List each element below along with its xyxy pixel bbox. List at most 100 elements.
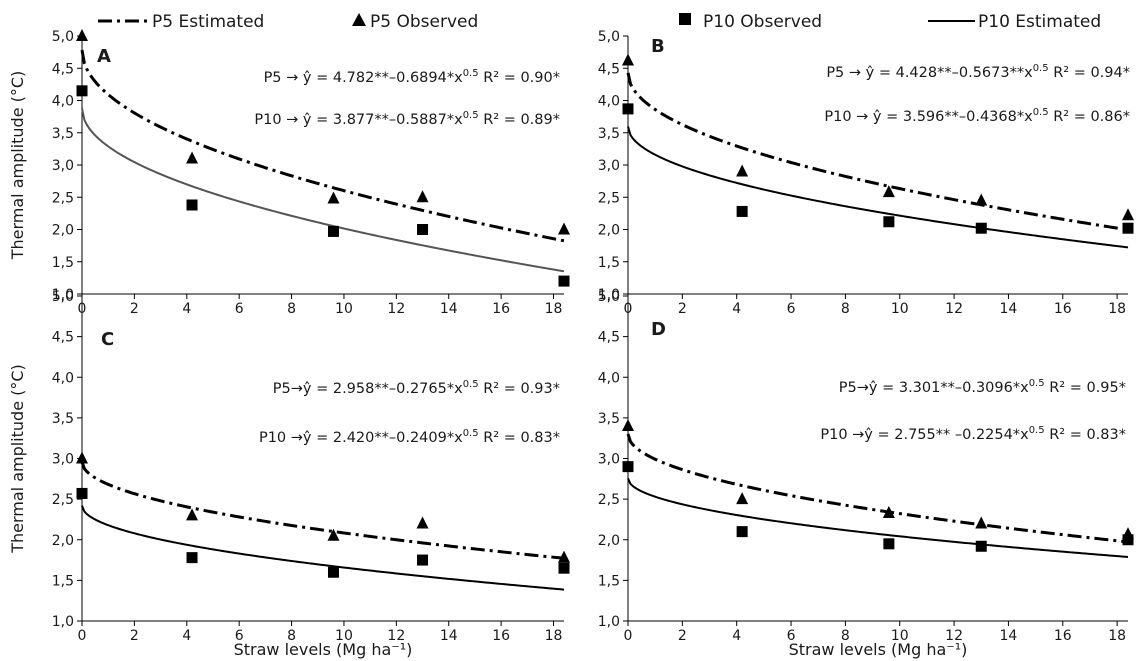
y-tick-label: 1,5 (598, 573, 620, 589)
p5-observed-point (416, 516, 429, 529)
p5-observed-point (1122, 208, 1134, 221)
equation-exponent: 0.5 (1033, 107, 1049, 118)
p10-observed-point (76, 487, 88, 499)
legend: P5 Estimated P5 Observed P10 Observed P1… (98, 12, 1101, 32)
p10-equation: P10 →ŷ = 2.755** –0.2254*x0.5 R² = 0.83* (820, 425, 1126, 443)
y-axis-title: Thermal amplitude (°C) (8, 71, 27, 261)
y-tick-label: 4,5 (52, 61, 74, 77)
p10-observed-point (76, 85, 88, 97)
y-tick-label: 1,0 (52, 287, 74, 303)
p5-equation: P5→ŷ = 3.301**–0.3096*x0.5 R² = 0.95* (839, 378, 1126, 396)
p5-observed-point (736, 164, 749, 177)
p10-estimated-curve (81, 108, 565, 273)
x-tick-label: 4 (182, 628, 191, 644)
legend-item-p10-observed: P10 Observed (679, 12, 822, 32)
y-tick-label: 5,0 (598, 289, 620, 305)
x-tick-label: 6 (787, 301, 796, 317)
equation-r2: R² = 0.93* (479, 381, 560, 397)
p10-observed-point (622, 103, 634, 115)
y-tick-label: 4,5 (52, 330, 74, 346)
y-tick-label: 2,0 (598, 223, 620, 239)
equation-exponent: 0.5 (1029, 378, 1045, 389)
equation-main: P5 → ŷ = 4.782**–0.6894*x (264, 70, 464, 86)
legend-item-p5-estimated: P5 Estimated (98, 12, 264, 32)
x-tick-label: 18 (1108, 628, 1126, 644)
p10-estimated-curve (627, 477, 1129, 558)
equation-r2: R² = 0.83* (1045, 427, 1126, 443)
x-tick-label: 12 (387, 628, 405, 644)
equation-exponent: 0.5 (1033, 63, 1049, 74)
p10-estimated-curve (627, 126, 1129, 249)
p5-observed-point (186, 508, 199, 521)
x-tick-label: 8 (841, 301, 850, 317)
p10-observed-point (327, 225, 339, 237)
p5-estimated-curve (626, 72, 1129, 232)
p10-observed-point (558, 275, 570, 287)
x-tick-label: 10 (335, 301, 353, 317)
p10-observed-point (417, 224, 429, 235)
y-tick-label: 2,0 (52, 223, 74, 239)
legend-p5-estimated-label: P5 Estimated (152, 12, 264, 32)
x-tick-label: 14 (1000, 628, 1018, 644)
p10-estimated-curve (81, 505, 565, 591)
equation-main: P5→ŷ = 3.301**–0.3096*x (839, 380, 1029, 396)
p10-observed-point (558, 562, 570, 574)
p10-observed-point (736, 526, 748, 538)
p10-observed-point (883, 216, 895, 228)
y-tick-label: 5,0 (598, 29, 620, 45)
y-tick-label: 1,0 (598, 614, 620, 630)
y-tick-label: 1,0 (598, 287, 620, 303)
legend-item-p5-observed: P5 Observed (352, 12, 478, 32)
y-tick-label: 4,5 (598, 61, 620, 77)
y-tick-label: 4,0 (52, 370, 74, 386)
equation-exponent: 0.5 (463, 68, 479, 79)
p5-observed-point (622, 419, 634, 431)
y-tick-label: 2,0 (598, 533, 620, 549)
y-tick-label: 3,5 (598, 126, 620, 142)
y-tick-label: 2,5 (52, 492, 74, 508)
legend-square-icon (679, 13, 691, 25)
x-tick-label: 10 (335, 628, 353, 644)
y-tick-label: 1,0 (52, 614, 74, 630)
p5-observed-point (76, 451, 88, 464)
y-tick-label: 2,5 (598, 492, 620, 508)
equation-exponent: 0.5 (463, 428, 479, 439)
p10-equation: P10 → ŷ = 3.877**–0.5887*x0.5 R² = 0.89* (254, 110, 560, 128)
y-tick-label: 1,5 (598, 255, 620, 271)
equation-r2: R² = 0.95* (1045, 380, 1126, 396)
x-tick-label: 18 (545, 628, 563, 644)
x-tick-label: 12 (945, 628, 963, 644)
x-tick-label: 14 (440, 301, 458, 317)
x-tick-label: 16 (492, 628, 510, 644)
y-tick-label: 1,5 (52, 255, 74, 271)
p10-observed-point (975, 222, 987, 234)
x-tick-label: 16 (1054, 628, 1072, 644)
y-tick-label: 3,5 (52, 126, 74, 142)
p5-observed-point (416, 190, 429, 203)
p5-estimated-curve (80, 461, 565, 560)
equation-main: P10 →ŷ = 2.420**–0.2409*x (259, 430, 463, 446)
panel-b: 1,01,52,02,53,03,54,04,55,00 2 4 6 8 10 12 14 16… (598, 29, 1134, 317)
p5-equation: P5 → ŷ = 4.428**–0.5673**x0.5 R² = 0.94* (826, 63, 1130, 81)
y-tick-label: 4,0 (52, 94, 74, 110)
p10-observed-point (622, 461, 634, 473)
p5-equation: P5→ŷ = 2.958**–0.2765*x0.5 R² = 0.93* (273, 379, 560, 397)
p5-observed-point (736, 492, 749, 505)
y-tick-label: 2,5 (52, 190, 74, 206)
panel-letter: B (651, 36, 665, 57)
x-tick-label: 4 (732, 628, 741, 644)
p5-observed-point (975, 193, 988, 206)
x-tick-label: 16 (1054, 301, 1072, 317)
p5-observed-point (975, 516, 988, 529)
p10-observed-point (736, 205, 748, 217)
x-tick-label: 16 (492, 301, 510, 317)
p5-observed-point (186, 151, 199, 164)
x-tick-label: 14 (1000, 301, 1018, 317)
p10-observed-point (417, 554, 429, 566)
y-tick-label: 3,0 (52, 158, 74, 174)
p5-observed-point (327, 191, 340, 204)
x-axis-title: Straw levels (Mg ha⁻¹) (789, 640, 968, 659)
legend-triangle-icon (352, 13, 366, 26)
panel-letter: C (101, 329, 114, 350)
